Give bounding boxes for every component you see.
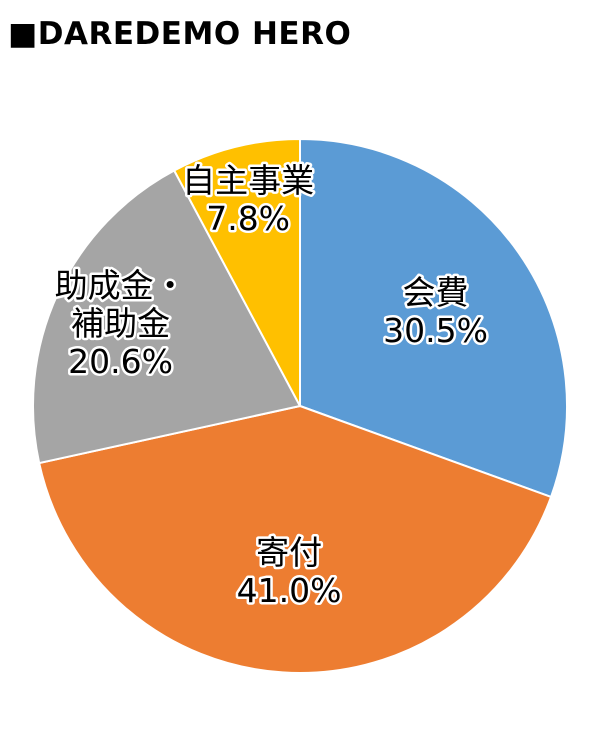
pie-label-0: 会費 30.5% [383,272,488,349]
pie-label-category: 補助金 [71,304,170,343]
pie-label-category: 会費 [403,272,469,311]
chart-title: ■DAREDEMO HERO [8,16,352,52]
pie-labels: 会費 30.5% 寄付 41.0% 助成金・補助金 20.6% 自主事業 7.8% [52,158,490,612]
pie-label-value: 41.0% [237,571,342,610]
pie-slice-2 [32,169,302,465]
pie-label-category: 自主事業 [182,160,314,199]
pie-label-category: 寄付 [256,533,322,572]
pie-slice-3 [172,137,301,407]
pie-label-category: 助成金・ [55,266,187,305]
pie-slice-0 [299,137,568,499]
pie-label-value: 20.6% [68,342,173,381]
pie-label-2: 助成金・補助金 20.6% [55,266,187,381]
pie-slice-1 [37,404,553,674]
pie-label-3: 自主事業 7.8% [182,160,314,237]
pie-label-value: 30.5% [383,310,488,349]
pie-label-value: 7.8% [206,198,290,237]
pie-label-1: 寄付 41.0% [237,533,342,610]
pie-slices [32,137,568,674]
